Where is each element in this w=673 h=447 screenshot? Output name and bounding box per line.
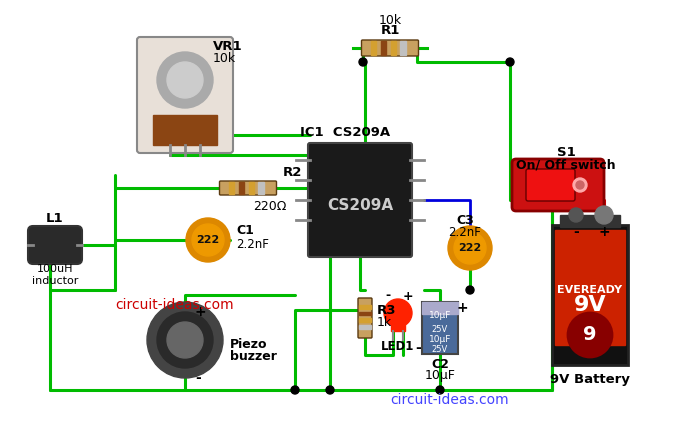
Text: +: +	[402, 290, 413, 303]
FancyBboxPatch shape	[28, 226, 82, 264]
Bar	[391, 323, 405, 331]
Circle shape	[448, 226, 492, 270]
Text: inductor: inductor	[32, 276, 78, 286]
Circle shape	[186, 218, 230, 262]
Text: -: -	[573, 225, 579, 239]
FancyBboxPatch shape	[512, 159, 604, 211]
Text: S1: S1	[557, 147, 575, 160]
Text: circuit-ideas.com: circuit-ideas.com	[391, 393, 509, 407]
Circle shape	[157, 312, 213, 368]
Bar	[359, 305, 371, 308]
Text: IC1  CS209A: IC1 CS209A	[300, 127, 390, 139]
Text: On/ Off switch: On/ Off switch	[516, 159, 616, 172]
Bar	[359, 318, 371, 322]
Circle shape	[454, 232, 486, 264]
Text: 9V: 9V	[573, 295, 606, 315]
Text: 220Ω: 220Ω	[253, 199, 287, 212]
Bar	[552, 225, 628, 365]
Text: VR1: VR1	[213, 41, 243, 54]
Text: L1: L1	[46, 212, 64, 225]
Text: C3: C3	[456, 214, 474, 227]
Text: 10k: 10k	[213, 52, 236, 66]
Text: R3: R3	[377, 304, 396, 316]
Text: +: +	[598, 225, 610, 239]
Text: Piezo: Piezo	[230, 338, 267, 351]
Bar	[153, 115, 217, 145]
Text: 1k: 1k	[377, 316, 392, 329]
FancyBboxPatch shape	[219, 181, 277, 195]
FancyBboxPatch shape	[308, 143, 412, 257]
Text: R2: R2	[283, 165, 302, 178]
Bar	[359, 325, 371, 329]
Circle shape	[595, 206, 613, 224]
Bar	[422, 302, 458, 354]
FancyBboxPatch shape	[361, 40, 419, 56]
Text: 9V Battery: 9V Battery	[550, 374, 630, 387]
Text: 10μF: 10μF	[429, 312, 451, 320]
Circle shape	[506, 58, 514, 66]
Circle shape	[576, 181, 584, 189]
Text: R1: R1	[380, 24, 400, 37]
Text: 100uH: 100uH	[37, 264, 73, 274]
Text: 25V: 25V	[432, 325, 448, 334]
Text: LED1: LED1	[382, 340, 415, 353]
Circle shape	[568, 313, 612, 357]
Circle shape	[291, 386, 299, 394]
Text: 2.2nF: 2.2nF	[236, 237, 269, 250]
Text: 10k: 10k	[378, 13, 402, 26]
Bar	[422, 302, 458, 314]
Text: 222: 222	[458, 243, 482, 253]
Text: buzzer: buzzer	[230, 350, 277, 363]
Text: 10μF: 10μF	[425, 370, 456, 383]
Circle shape	[326, 386, 334, 394]
Circle shape	[167, 322, 203, 358]
Text: +: +	[195, 305, 207, 319]
Circle shape	[569, 208, 583, 222]
Bar	[371, 41, 376, 55]
Text: CS209A: CS209A	[327, 198, 393, 212]
Text: 2.2nF: 2.2nF	[449, 225, 481, 239]
Circle shape	[192, 224, 224, 256]
Bar	[248, 182, 254, 194]
Text: -: -	[195, 371, 201, 385]
Text: 10μF: 10μF	[429, 336, 451, 345]
Circle shape	[147, 302, 223, 378]
Circle shape	[466, 286, 474, 294]
Text: circuit-ideas.com: circuit-ideas.com	[116, 298, 234, 312]
Text: 222: 222	[197, 235, 219, 245]
Bar	[560, 215, 620, 227]
Circle shape	[157, 52, 213, 108]
Circle shape	[436, 386, 444, 394]
Bar	[229, 182, 234, 194]
Bar	[359, 312, 371, 315]
Bar	[390, 41, 396, 55]
Circle shape	[167, 62, 203, 98]
Circle shape	[384, 299, 412, 327]
Bar	[239, 182, 244, 194]
Text: EVEREADY: EVEREADY	[557, 285, 623, 295]
FancyBboxPatch shape	[526, 169, 575, 201]
FancyBboxPatch shape	[358, 298, 372, 338]
Bar	[381, 41, 386, 55]
Text: C2: C2	[431, 358, 449, 371]
Circle shape	[573, 178, 587, 192]
FancyBboxPatch shape	[137, 37, 233, 153]
Text: 25V: 25V	[432, 346, 448, 354]
Circle shape	[359, 58, 367, 66]
Bar	[258, 182, 264, 194]
Text: C1: C1	[236, 224, 254, 236]
Text: -: -	[415, 341, 421, 355]
Text: -: -	[386, 290, 390, 303]
Text: 9: 9	[583, 325, 597, 345]
Bar	[400, 41, 406, 55]
Text: +: +	[456, 301, 468, 315]
Bar	[555, 230, 625, 345]
